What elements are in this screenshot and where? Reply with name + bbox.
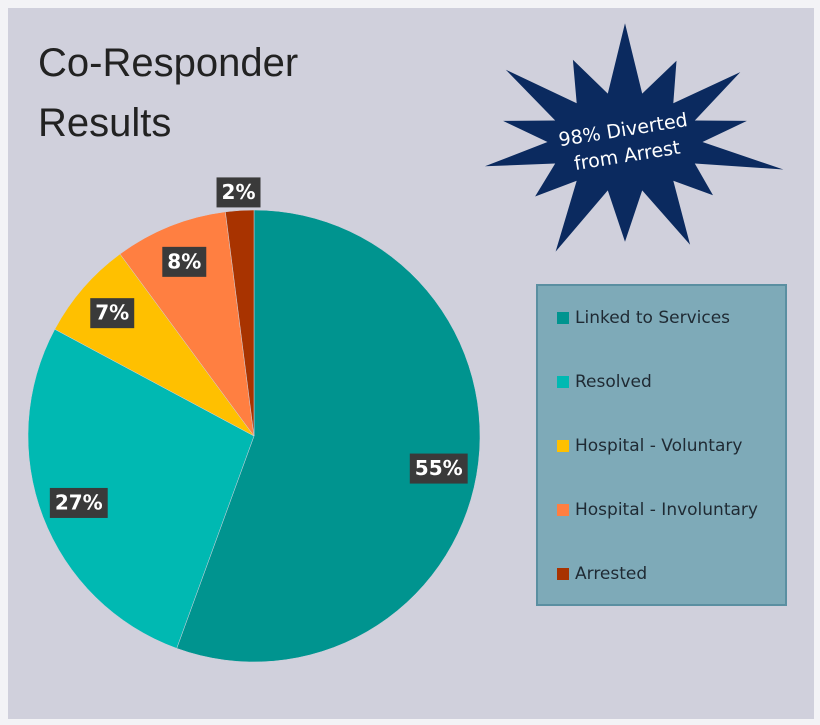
data-label-box: [162, 246, 207, 277]
legend-marker: [557, 504, 569, 516]
starburst-shape: [484, 23, 784, 252]
data-label: 27%: [55, 490, 103, 514]
data-label: 55%: [415, 456, 463, 480]
pie-slice: [119, 211, 255, 437]
legend-label: Arrested: [575, 564, 647, 584]
data-label: 8%: [167, 249, 201, 273]
pie-slice: [225, 209, 255, 437]
pie-slice: [176, 209, 481, 663]
legend-label: Linked to Services: [575, 308, 730, 328]
data-label-box: [409, 453, 468, 484]
legend-marker: [557, 440, 569, 452]
legend-marker: [557, 312, 569, 324]
pie-slice: [27, 328, 255, 649]
data-label-box: [216, 177, 261, 208]
legend-label: Hospital - Voluntary: [575, 436, 742, 456]
legend-label: Resolved: [575, 372, 652, 392]
legend-marker: [557, 376, 569, 388]
legend-label: Hospital - Involuntary: [575, 500, 758, 520]
data-label-box: [90, 298, 135, 329]
data-label: 2%: [222, 180, 256, 204]
data-label-box: [49, 487, 108, 518]
legend-marker: [557, 568, 569, 580]
chart-title: Co-Responder: [38, 41, 298, 85]
data-label: 7%: [95, 301, 129, 325]
legend-box: [536, 284, 787, 606]
chart-title: Results: [38, 101, 171, 145]
